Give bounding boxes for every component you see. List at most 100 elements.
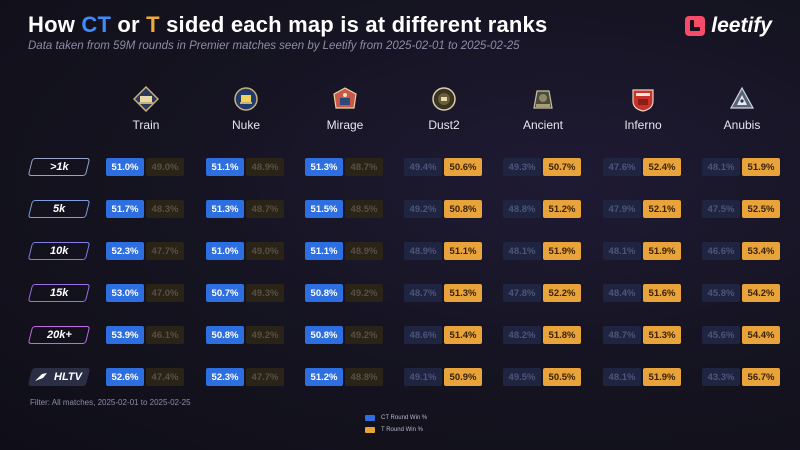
anubis-icon [729, 86, 755, 112]
t-value-cell: 54.2% [742, 284, 780, 302]
ct-value-cell: 53.0% [106, 284, 144, 302]
rank-label: >1k [49, 161, 69, 173]
t-value-cell: 48.5% [345, 200, 383, 218]
rank-badge-10k: 10k [27, 242, 91, 260]
map-name-dust2: Dust2 [428, 118, 460, 132]
t-value-cell: 50.8% [444, 200, 482, 218]
t-value-cell: 52.5% [742, 200, 780, 218]
nuke-icon [233, 86, 259, 112]
t-value-cell: 52.4% [643, 158, 681, 176]
t-value-cell: 47.4% [146, 368, 184, 386]
title-part-1: How [28, 12, 82, 37]
ct-value-cell: 50.8% [206, 326, 244, 344]
ct-value-cell: 50.8% [305, 284, 343, 302]
ct-value-cell: 51.3% [305, 158, 343, 176]
ct-value-cell: 49.1% [404, 368, 442, 386]
ancient-icon [530, 86, 556, 112]
t-value-cell: 50.6% [444, 158, 482, 176]
t-value-cell: 48.8% [345, 368, 383, 386]
rank-badge-1k: >1k [27, 158, 91, 176]
t-value-cell: 51.6% [643, 284, 681, 302]
page-title: How CT or T sided each map is at differe… [28, 12, 547, 38]
ct-value-cell: 52.3% [206, 368, 244, 386]
ct-value-cell: 52.6% [106, 368, 144, 386]
t-value-cell: 49.2% [345, 326, 383, 344]
ct-value-cell: 51.1% [206, 158, 244, 176]
map-header-anubis: Anubis [697, 86, 787, 132]
t-value-cell: 49.0% [246, 242, 284, 260]
t-value-cell: 48.7% [345, 158, 383, 176]
t-value-cell: 53.4% [742, 242, 780, 260]
ct-value-cell: 45.8% [702, 284, 740, 302]
map-header-nuke: Nuke [201, 86, 291, 132]
ct-value-cell: 49.2% [404, 200, 442, 218]
ct-value-cell: 51.0% [206, 242, 244, 260]
page-subtitle: Data taken from 59M rounds in Premier ma… [28, 40, 520, 52]
ct-value-cell: 47.5% [702, 200, 740, 218]
hltv-icon [34, 372, 48, 382]
rank-badge-hltv: HLTV [27, 368, 91, 386]
rank-label: HLTV [54, 371, 82, 383]
t-value-cell: 56.7% [742, 368, 780, 386]
t-value-cell: 48.9% [345, 242, 383, 260]
map-name-inferno: Inferno [624, 118, 662, 132]
rank-label: 5k [52, 203, 66, 215]
t-value-cell: 52.1% [643, 200, 681, 218]
t-value-cell: 48.3% [146, 200, 184, 218]
t-value-cell: 50.5% [543, 368, 581, 386]
ct-value-cell: 49.5% [503, 368, 541, 386]
t-value-cell: 47.7% [246, 368, 284, 386]
ct-value-cell: 51.0% [106, 158, 144, 176]
map-header-ancient: Ancient [498, 86, 588, 132]
title-part-3: or [111, 12, 147, 37]
leetify-logo: leetify [685, 14, 772, 38]
t-value-cell: 47.7% [146, 242, 184, 260]
title-part-5: sided each map is at different ranks [159, 12, 548, 37]
ct-value-cell: 47.9% [603, 200, 641, 218]
ct-value-cell: 45.6% [702, 326, 740, 344]
legend-item-t: T Round Win % [365, 424, 427, 436]
legend-item-ct: CT Round Win % [365, 412, 427, 424]
map-name-anubis: Anubis [723, 118, 761, 132]
legend-label-ct: CT Round Win % [381, 415, 428, 421]
ct-value-cell: 48.1% [603, 368, 641, 386]
filter-note: Filter: All matches, 2025-02-01 to 2025-… [30, 398, 191, 407]
t-value-cell: 51.2% [543, 200, 581, 218]
legend-label-t: T Round Win % [381, 427, 423, 433]
rank-label: 20k+ [46, 329, 72, 341]
train-icon [132, 85, 160, 113]
t-value-cell: 52.2% [543, 284, 581, 302]
ct-value-cell: 50.7% [206, 284, 244, 302]
ct-value-cell: 48.6% [404, 326, 442, 344]
map-header-mirage: Mirage [300, 86, 390, 132]
t-value-cell: 54.4% [742, 326, 780, 344]
ct-value-cell: 48.2% [503, 326, 541, 344]
ct-value-cell: 48.7% [603, 326, 641, 344]
ct-value-cell: 51.7% [106, 200, 144, 218]
ct-value-cell: 52.3% [106, 242, 144, 260]
ct-value-cell: 48.1% [603, 242, 641, 260]
ct-value-cell: 48.4% [603, 284, 641, 302]
t-value-cell: 49.3% [246, 284, 284, 302]
t-value-cell: 51.3% [643, 326, 681, 344]
map-header-inferno: Inferno [598, 86, 688, 132]
t-value-cell: 51.4% [444, 326, 482, 344]
leetify-logo-icon [685, 16, 706, 36]
legend-swatch-ct [365, 415, 375, 421]
t-value-cell: 51.9% [543, 242, 581, 260]
map-name-nuke: Nuke [231, 118, 260, 132]
map-header-train: Train [101, 85, 191, 132]
rank-label: 15k [49, 287, 69, 299]
t-value-cell: 51.9% [742, 158, 780, 176]
t-value-cell: 46.1% [146, 326, 184, 344]
ct-value-cell: 43.3% [702, 368, 740, 386]
t-value-cell: 51.9% [643, 368, 681, 386]
ct-value-cell: 48.8% [503, 200, 541, 218]
map-name-ancient: Ancient [522, 118, 564, 132]
ct-value-cell: 49.4% [404, 158, 442, 176]
dust2-icon [431, 86, 457, 112]
t-value-cell: 49.2% [345, 284, 383, 302]
ct-value-cell: 51.5% [305, 200, 343, 218]
ct-value-cell: 49.3% [503, 158, 541, 176]
t-value-cell: 51.9% [643, 242, 681, 260]
